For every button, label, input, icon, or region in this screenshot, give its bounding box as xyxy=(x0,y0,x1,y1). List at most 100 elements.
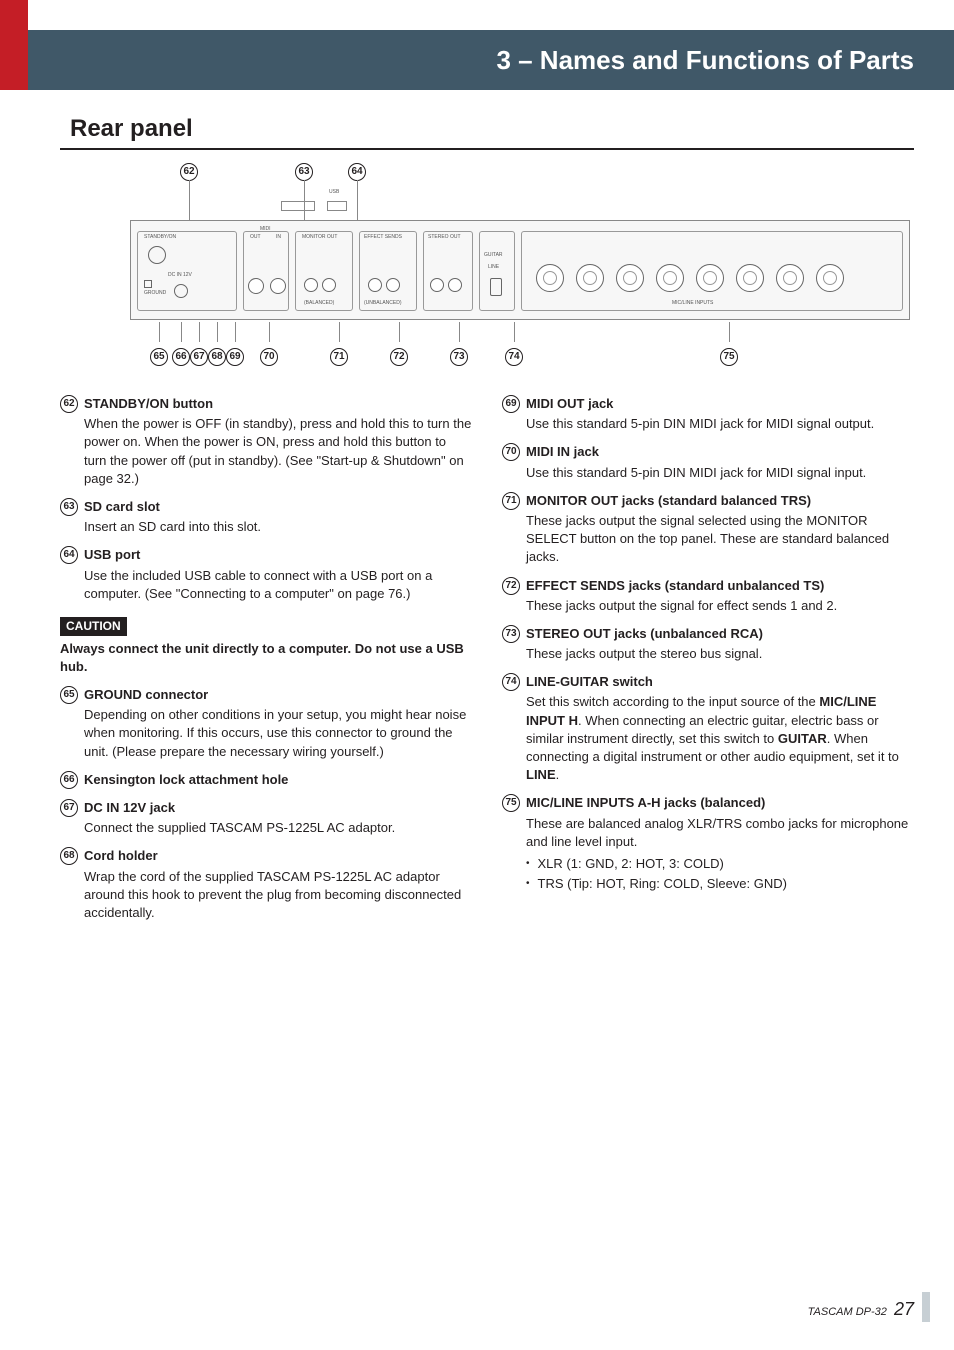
region-sd-usb: USB xyxy=(281,183,361,217)
footer-bar xyxy=(922,1292,930,1322)
item-head: 73STEREO OUT jacks (unbalanced RCA) xyxy=(502,625,914,643)
callout-72: 72 xyxy=(390,345,408,366)
input-jack-6 xyxy=(736,264,764,292)
usb-graphic xyxy=(327,201,347,211)
item-body-63: Insert an SD card into this slot. xyxy=(84,518,472,536)
callout-67: 67 xyxy=(190,345,208,366)
item-body-70: Use this standard 5-pin DIN MIDI jack fo… xyxy=(526,464,914,482)
label-micline: MIC/LINE INPUTS xyxy=(672,300,713,306)
label-stereo: STEREO OUT xyxy=(428,234,461,240)
item-head: 72EFFECT SENDS jacks (standard unbalance… xyxy=(502,577,914,595)
callout-num-70: 70 xyxy=(260,348,278,366)
item-head: 69 MIDI OUT jack xyxy=(502,395,914,413)
left-column: 62STANDBY/ON buttonWhen the power is OFF… xyxy=(60,395,472,932)
rear-panel-diagram: 626364 STANDBY/ON DC IN 12V GROUND OUT M… xyxy=(130,160,910,380)
chapter-title: 3 – Names and Functions of Parts xyxy=(496,45,914,76)
send2-graphic xyxy=(386,278,400,292)
item-head: 68 Cord holder xyxy=(60,847,472,865)
content-columns: 62STANDBY/ON buttonWhen the power is OFF… xyxy=(60,395,914,932)
item-body-75: These are balanced analog XLR/TRS combo … xyxy=(526,815,914,851)
label-midi-out: OUT xyxy=(250,234,261,240)
region-switch: GUITAR LINE xyxy=(479,231,515,311)
item-70: 70MIDI IN jack Use this standard 5-pin DI… xyxy=(502,443,914,481)
item-title-62: STANDBY/ON button xyxy=(84,395,213,413)
caution-label: CAUTION xyxy=(60,617,127,636)
item-body-74: Set this switch according to the input s… xyxy=(526,693,914,784)
item-title-73: STEREO OUT jacks (unbalanced RCA) xyxy=(526,625,763,643)
item-head: 75MIC/LINE INPUTS A-H jacks (balanced) xyxy=(502,794,914,812)
item-title-65: GROUND connector xyxy=(84,686,208,704)
label-standby: STANDBY/ON xyxy=(144,234,176,240)
region-effect: EFFECT SENDS (UNBALANCED) xyxy=(359,231,417,311)
item-62: 62STANDBY/ON buttonWhen the power is OFF… xyxy=(60,395,472,488)
item-72: 72EFFECT SENDS jacks (standard unbalance… xyxy=(502,577,914,615)
item-num-68: 68 xyxy=(60,847,78,865)
input-jack-8 xyxy=(816,264,844,292)
callout-70: 70 xyxy=(260,345,278,366)
item-title-66: Kensington lock attachment hole xyxy=(84,771,288,789)
send1-graphic xyxy=(368,278,382,292)
callout-line xyxy=(159,322,160,342)
callout-64: 64 xyxy=(348,160,366,181)
dc-jack-graphic xyxy=(174,284,188,298)
item-title-69: MIDI OUT jack xyxy=(526,395,613,413)
callout-num-63: 63 xyxy=(295,163,313,181)
item-68: 68 Cord holder Wrap the cord of the suppli… xyxy=(60,847,472,922)
region-inputs: MIC/LINE INPUTS xyxy=(521,231,903,311)
label-line: LINE xyxy=(488,264,499,270)
item-head: 71MONITOR OUT jacks (standard balanced T… xyxy=(502,492,914,510)
standby-button-graphic xyxy=(148,246,166,264)
callout-line xyxy=(269,322,270,342)
callout-line xyxy=(514,322,515,342)
bullet-item: •TRS (Tip: HOT, Ring: COLD, Sleeve: GND) xyxy=(526,875,914,893)
input-jack-3 xyxy=(616,264,644,292)
callout-75: 75 xyxy=(720,345,738,366)
callout-65: 65 xyxy=(150,345,168,366)
item-num-69: 69 xyxy=(502,395,520,413)
item-title-63: SD card slot xyxy=(84,498,160,516)
callout-62: 62 xyxy=(180,160,198,181)
midi-in-graphic xyxy=(270,278,286,294)
sd-slot-graphic xyxy=(281,201,315,211)
label-dcin: DC IN 12V xyxy=(168,272,192,278)
item-67: 67DC IN 12V jackConnect the supplied TAS… xyxy=(60,799,472,837)
item-num-71: 71 xyxy=(502,492,520,510)
item-head: 70MIDI IN jack xyxy=(502,443,914,461)
item-title-70: MIDI IN jack xyxy=(526,443,599,461)
item-head: 63 SD card slot xyxy=(60,498,472,516)
label-usb: USB xyxy=(329,189,339,195)
callout-num-72: 72 xyxy=(390,348,408,366)
left-red-bar xyxy=(0,0,28,90)
stereo-r-graphic xyxy=(448,278,462,292)
callout-line xyxy=(199,322,200,342)
callout-num-74: 74 xyxy=(505,348,523,366)
bullet-list-75: •XLR (1: GND, 2: HOT, 3: COLD)•TRS (Tip:… xyxy=(526,855,914,893)
item-num-64: 64 xyxy=(60,546,78,564)
midi-out-graphic xyxy=(248,278,264,294)
callout-line xyxy=(399,322,400,342)
item-75: 75MIC/LINE INPUTS A-H jacks (balanced) Th… xyxy=(502,794,914,893)
item-body-71: These jacks output the signal selected u… xyxy=(526,512,914,567)
item-num-67: 67 xyxy=(60,799,78,817)
item-head: 65GROUND connector xyxy=(60,686,472,704)
item-num-75: 75 xyxy=(502,794,520,812)
item-head: 66Kensington lock attachment hole xyxy=(60,771,472,789)
item-title-74: LINE-GUITAR switch xyxy=(526,673,653,691)
item-71: 71MONITOR OUT jacks (standard balanced T… xyxy=(502,492,914,567)
item-64: 64USB portUse the included USB cable to … xyxy=(60,546,472,603)
item-73: 73STEREO OUT jacks (unbalanced RCA)These… xyxy=(502,625,914,663)
stereo-l-graphic xyxy=(430,278,444,292)
item-title-68: Cord holder xyxy=(84,847,158,865)
item-body-62: When the power is OFF (in standby), pres… xyxy=(84,415,472,488)
callout-num-75: 75 xyxy=(720,348,738,366)
label-effect: EFFECT SENDS xyxy=(364,234,402,240)
callout-num-69: 69 xyxy=(226,348,244,366)
callout-num-71: 71 xyxy=(330,348,348,366)
callout-line xyxy=(729,322,730,342)
input-jack-2 xyxy=(576,264,604,292)
item-body-68: Wrap the cord of the supplied TASCAM PS-… xyxy=(84,868,472,923)
region-stereo: STEREO OUT xyxy=(423,231,473,311)
item-num-63: 63 xyxy=(60,498,78,516)
switch-graphic xyxy=(490,278,502,296)
footer-model: TASCAM DP-32 xyxy=(808,1306,887,1318)
